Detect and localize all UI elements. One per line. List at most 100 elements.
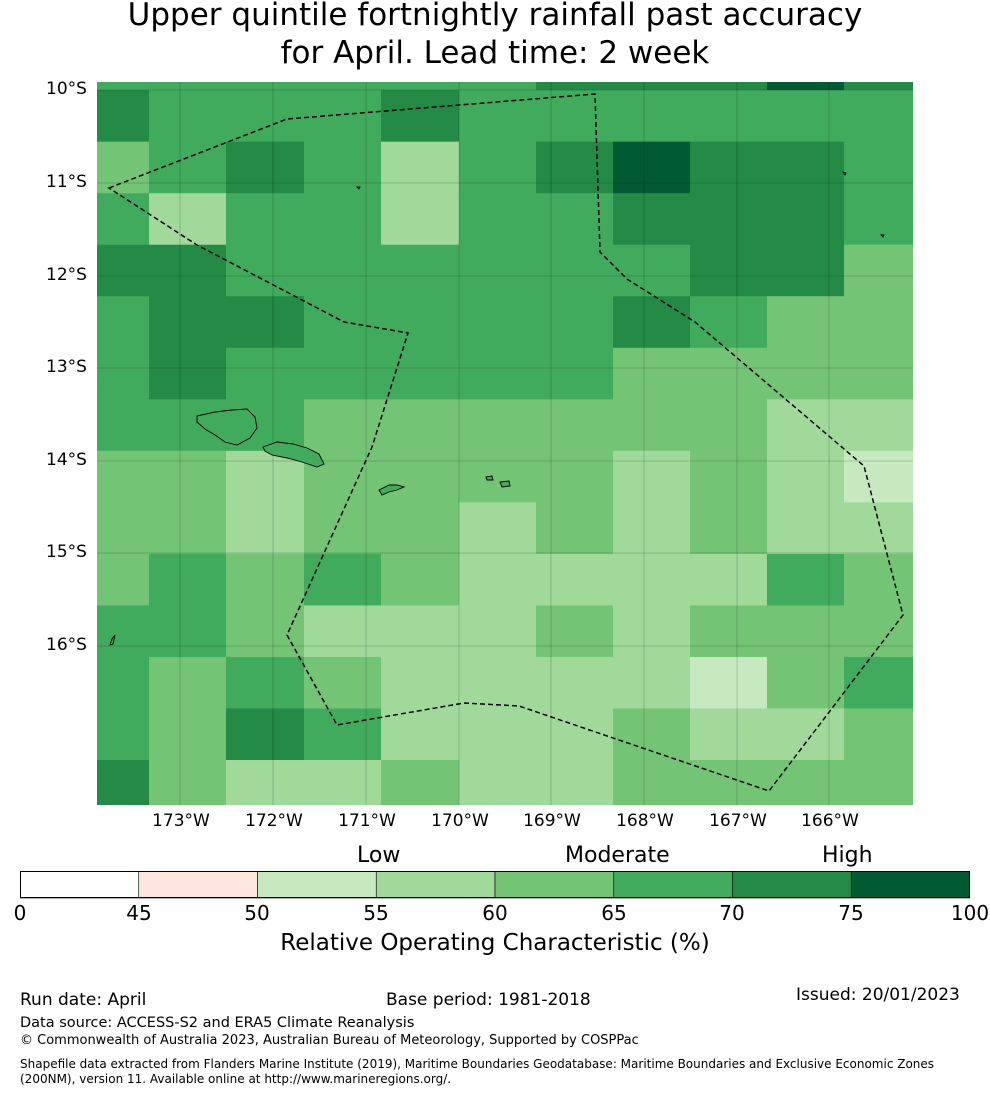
grid-cell	[381, 399, 460, 452]
grid-cell	[767, 82, 845, 91]
grid-cell	[536, 502, 614, 555]
grid-cell	[690, 82, 768, 91]
grid-cell	[381, 296, 460, 349]
data-source: Data source: ACCESS-S2 and ERA5 Climate …	[20, 1015, 415, 1031]
swains-island	[355, 186, 361, 190]
lat-label: 11°S	[46, 172, 87, 192]
grid-cell	[767, 193, 845, 246]
colorbar-tick: 100	[950, 901, 990, 925]
colorbar-tick: 45	[126, 901, 152, 925]
grid-cell	[613, 399, 691, 452]
chart-title-line1: Upper quintile fortnightly rainfall past…	[127, 0, 863, 33]
issued-date: Issued: 20/01/2023	[796, 985, 960, 1005]
grid-cell	[844, 82, 913, 91]
grid-cell	[226, 193, 305, 246]
colorbar-tick: 50	[244, 901, 270, 925]
grid-cell	[149, 296, 227, 349]
grid-cell	[613, 450, 691, 503]
grid-cell	[690, 141, 768, 194]
grid-cell	[149, 450, 227, 503]
grid-cell	[97, 708, 150, 761]
grid-cell	[536, 244, 614, 297]
grid-cell	[149, 760, 227, 805]
small-island	[109, 634, 116, 646]
grid-cell	[690, 760, 768, 805]
grid-cell	[767, 760, 845, 805]
grid-cell	[459, 141, 537, 194]
grid-cell	[690, 399, 768, 452]
grid-cell	[536, 656, 614, 709]
grid-cell	[459, 605, 537, 658]
colorbar	[20, 871, 970, 899]
grid-cells	[97, 82, 913, 805]
grid-cell	[844, 553, 913, 606]
grid-cell	[149, 347, 227, 400]
grid-cell	[844, 244, 913, 297]
category-moderate: Moderate	[565, 843, 670, 868]
grid-cell	[97, 450, 150, 503]
small-island	[841, 171, 847, 176]
chart-title: Upper quintile fortnightly rainfall past…	[0, 0, 990, 72]
grid-cell	[459, 656, 537, 709]
grid-cell	[459, 450, 537, 503]
grid-cell	[226, 656, 305, 709]
grid-cell	[767, 553, 845, 606]
grid-cell	[149, 244, 227, 297]
grid-cell	[844, 193, 913, 246]
lon-label: 171°W	[338, 811, 396, 831]
grid-cell	[613, 605, 691, 658]
savaii-island	[196, 408, 258, 446]
grid-cell	[97, 82, 150, 91]
grid-cell	[97, 347, 150, 400]
grid-cell	[97, 141, 150, 194]
rainfall-accuracy-map	[97, 82, 913, 805]
grid-cell	[613, 502, 691, 555]
lat-label: 13°S	[46, 357, 87, 377]
grid-cell	[613, 760, 691, 805]
grid-cell	[226, 708, 305, 761]
grid-cell	[226, 553, 305, 606]
grid-cell	[381, 347, 460, 400]
grid-cell	[536, 347, 614, 400]
grid-cell	[536, 399, 614, 452]
grid-cell	[97, 553, 150, 606]
grid-cell	[767, 90, 845, 143]
grid-cell	[536, 450, 614, 503]
grid-cell	[381, 656, 460, 709]
grid-cell	[304, 244, 382, 297]
grid-cell	[304, 605, 382, 658]
lon-label: 168°W	[616, 811, 674, 831]
grid-cell	[149, 502, 227, 555]
grid-cell	[381, 553, 460, 606]
grid-cell	[97, 760, 150, 805]
grid-cell	[459, 90, 537, 143]
grid-cell	[690, 656, 768, 709]
grid-cell	[613, 82, 691, 91]
grid-cell	[381, 502, 460, 555]
run-date: Run date: April	[20, 990, 147, 1010]
base-period: Base period: 1981-2018	[386, 990, 591, 1010]
small-island	[879, 234, 885, 238]
grid-cell	[97, 399, 150, 452]
grid-cell	[536, 82, 614, 91]
grid-cell	[844, 296, 913, 349]
grid-cell	[459, 82, 537, 91]
grid-cell	[613, 347, 691, 400]
grid-cell	[536, 708, 614, 761]
colorbar-tick: 65	[601, 901, 627, 925]
grid-cell	[767, 605, 845, 658]
grid-cell	[149, 605, 227, 658]
grid-cell	[226, 347, 305, 400]
colorbar-segment	[257, 871, 377, 899]
grid-cell	[459, 399, 537, 452]
grid-cell	[304, 708, 382, 761]
grid-cell	[536, 553, 614, 606]
grid-cell	[459, 347, 537, 400]
grid-cell	[97, 296, 150, 349]
lat-label: 12°S	[46, 265, 87, 285]
lat-label: 14°S	[46, 450, 87, 470]
lon-label: 169°W	[523, 811, 581, 831]
grid-cell	[226, 502, 305, 555]
colorbar-frame	[20, 871, 970, 898]
colorbar-tick: 70	[719, 901, 745, 925]
